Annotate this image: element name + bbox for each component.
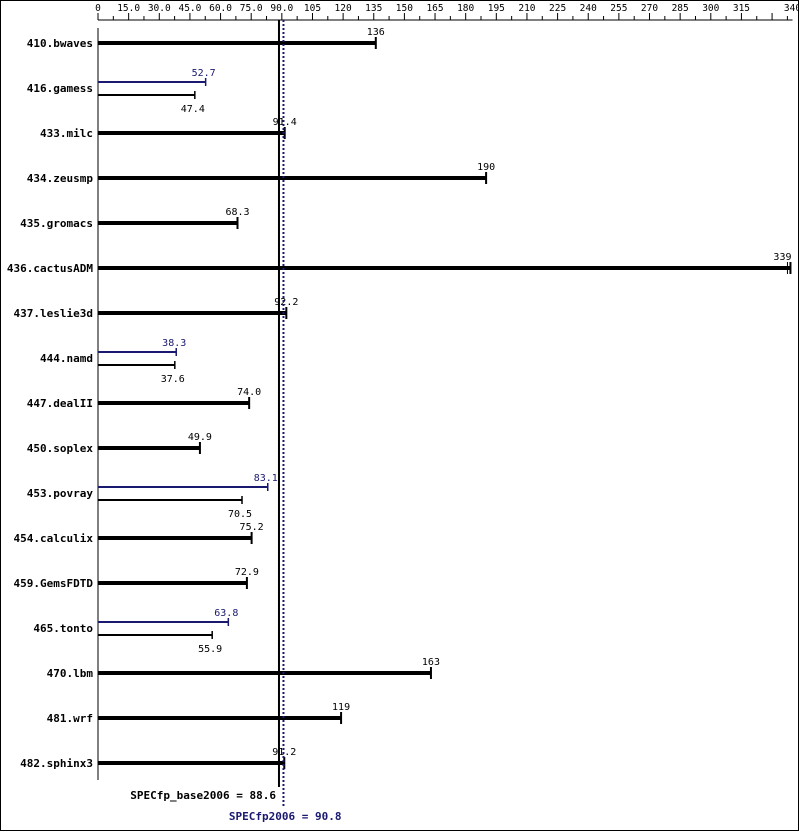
x-tick-label: 30.0 [148, 3, 171, 14]
x-tick-label: 90.0 [270, 3, 293, 14]
x-tick-label: 315 [733, 3, 750, 14]
benchmark-row-459-gemsfdtd: 459.GemsFDTD 72.9 [14, 567, 259, 590]
benchmark-row-436-cactusadm: 436.cactusADM 339 [7, 252, 792, 275]
x-tick-label: 105 [304, 3, 321, 14]
benchmark-row-454-calculix: 454.calculix 75.2 [14, 522, 264, 545]
base-value-label: 47.4 [181, 104, 205, 115]
reference-lines: SPECfp_base2006 = 88.6 SPECfp2006 = 90.8 [130, 20, 341, 823]
benchmark-row-433-milc: 433.milc 91.4 [40, 117, 297, 140]
benchmark-row-437-leslie3d: 437.leslie3d 92.2 [14, 297, 299, 320]
benchmark-row-481-wrf: 481.wrf 119 [47, 702, 350, 725]
benchmark-row-465-tonto: 465.tonto 63.8 55.9 [33, 608, 238, 655]
x-tick-label: 75.0 [240, 3, 263, 14]
benchmark-row-453-povray: 453.povray 83.1 70.5 [27, 473, 278, 520]
benchmark-label: 435.gromacs [20, 217, 93, 230]
benchmark-label: 450.soplex [27, 442, 94, 455]
base-summary-label: SPECfp_base2006 = 88.6 [130, 789, 276, 802]
x-tick-label: 150 [396, 3, 413, 14]
benchmark-row-444-namd: 444.namd 38.3 37.6 [40, 338, 186, 385]
benchmark-label: 465.tonto [33, 622, 93, 635]
base-value-label: 190 [477, 162, 495, 173]
x-axis: 0 15.0 30.0 45.0 60.0 75.0 90.0 105 120 135 150 165… [95, 3, 799, 780]
benchmark-label: 481.wrf [47, 712, 93, 725]
x-tick-label: 255 [610, 3, 627, 14]
x-tick-label: 180 [457, 3, 474, 14]
benchmark-row-482-sphinx3: 482.sphinx391.2 [20, 747, 296, 770]
peak-value-label: 38.3 [162, 338, 186, 349]
benchmark-label: 482.sphinx3 [20, 757, 93, 770]
base-value-label: 37.6 [161, 374, 185, 385]
x-tick-label: 60.0 [209, 3, 232, 14]
benchmark-row-435-gromacs: 435.gromacs 68.3 [20, 207, 249, 230]
x-tick-label: 270 [641, 3, 658, 14]
peak-value-label: 83.1 [254, 473, 278, 484]
x-tick-label: 0 [95, 3, 101, 14]
benchmark-label: 453.povray [27, 487, 94, 500]
benchmark-label: 444.namd [40, 352, 93, 365]
benchmark-label: 437.leslie3d [14, 307, 93, 320]
bars: 410.bwaves 136 416.gamess 52.7 47.4 433.milc 9… [7, 27, 792, 770]
benchmark-row-416-gamess: 416.gamess 52.7 47.4 [27, 68, 216, 115]
x-tick-label: 45.0 [178, 3, 201, 14]
x-tick-label: 225 [549, 3, 566, 14]
benchmark-row-447-dealii: 447.dealII 74.0 [27, 387, 261, 410]
benchmark-label: 416.gamess [27, 82, 93, 95]
benchmark-label: 434.zeusmp [27, 172, 94, 185]
x-tick-label: 340 [784, 3, 799, 14]
benchmark-row-450-soplex: 450.soplex 49.9 [27, 432, 212, 455]
benchmark-row-410-bwaves: 410.bwaves 136 [27, 27, 385, 50]
benchmark-label: 433.milc [40, 127, 93, 140]
base-value-label: 75.2 [240, 522, 264, 533]
benchmark-label: 454.calculix [14, 532, 94, 545]
base-value-label: 92.2 [274, 297, 298, 308]
base-value-label: 72.9 [235, 567, 259, 578]
base-value-label: 74.0 [237, 387, 261, 398]
peak-value-label: 52.7 [192, 68, 216, 79]
x-tick-label: 240 [580, 3, 597, 14]
benchmark-label: 436.cactusADM [7, 262, 93, 275]
x-tick-label: 15.0 [117, 3, 140, 14]
base-value-label: 68.3 [225, 207, 249, 218]
x-tick-label: 165 [426, 3, 443, 14]
base-value-label: 70.5 [228, 509, 252, 520]
peak-value-label: 63.8 [214, 608, 238, 619]
benchmark-label: 447.dealII [27, 397, 93, 410]
benchmark-row-434-zeusmp: 434.zeusmp 190 [27, 162, 495, 185]
peak-summary-label: SPECfp2006 = 90.8 [229, 810, 342, 823]
base-value-label: 119 [332, 702, 350, 713]
x-tick-label: 135 [365, 3, 382, 14]
benchmark-row-470-lbm: 470.lbm 163 [47, 657, 440, 680]
base-value-label: 339 [773, 252, 791, 263]
x-tick-label: 300 [702, 3, 719, 14]
benchmark-label: 459.GemsFDTD [14, 577, 94, 590]
base-value-label: 55.9 [198, 644, 222, 655]
benchmark-label: 410.bwaves [27, 37, 93, 50]
x-tick-label: 120 [335, 3, 352, 14]
base-value-label: 91.4 [273, 117, 297, 128]
x-tick-label: 210 [518, 3, 535, 14]
benchmark-label: 470.lbm [47, 667, 94, 680]
base-value-label: 136 [367, 27, 385, 38]
base-value-label: 49.9 [188, 432, 212, 443]
x-tick-label: 285 [672, 3, 689, 14]
base-value-label: 163 [422, 657, 440, 668]
x-tick-label: 195 [488, 3, 505, 14]
